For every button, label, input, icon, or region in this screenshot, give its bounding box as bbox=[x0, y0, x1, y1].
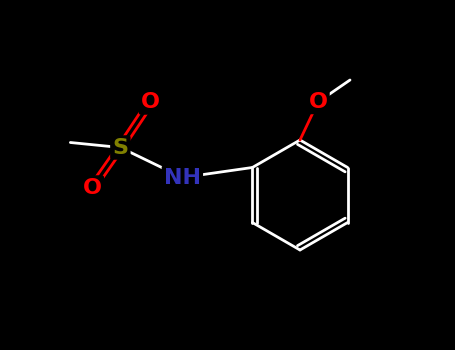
Text: O: O bbox=[83, 177, 102, 197]
Text: O: O bbox=[308, 92, 328, 112]
Text: NH: NH bbox=[164, 168, 201, 188]
Text: O: O bbox=[141, 92, 160, 112]
Text: S: S bbox=[112, 138, 128, 158]
